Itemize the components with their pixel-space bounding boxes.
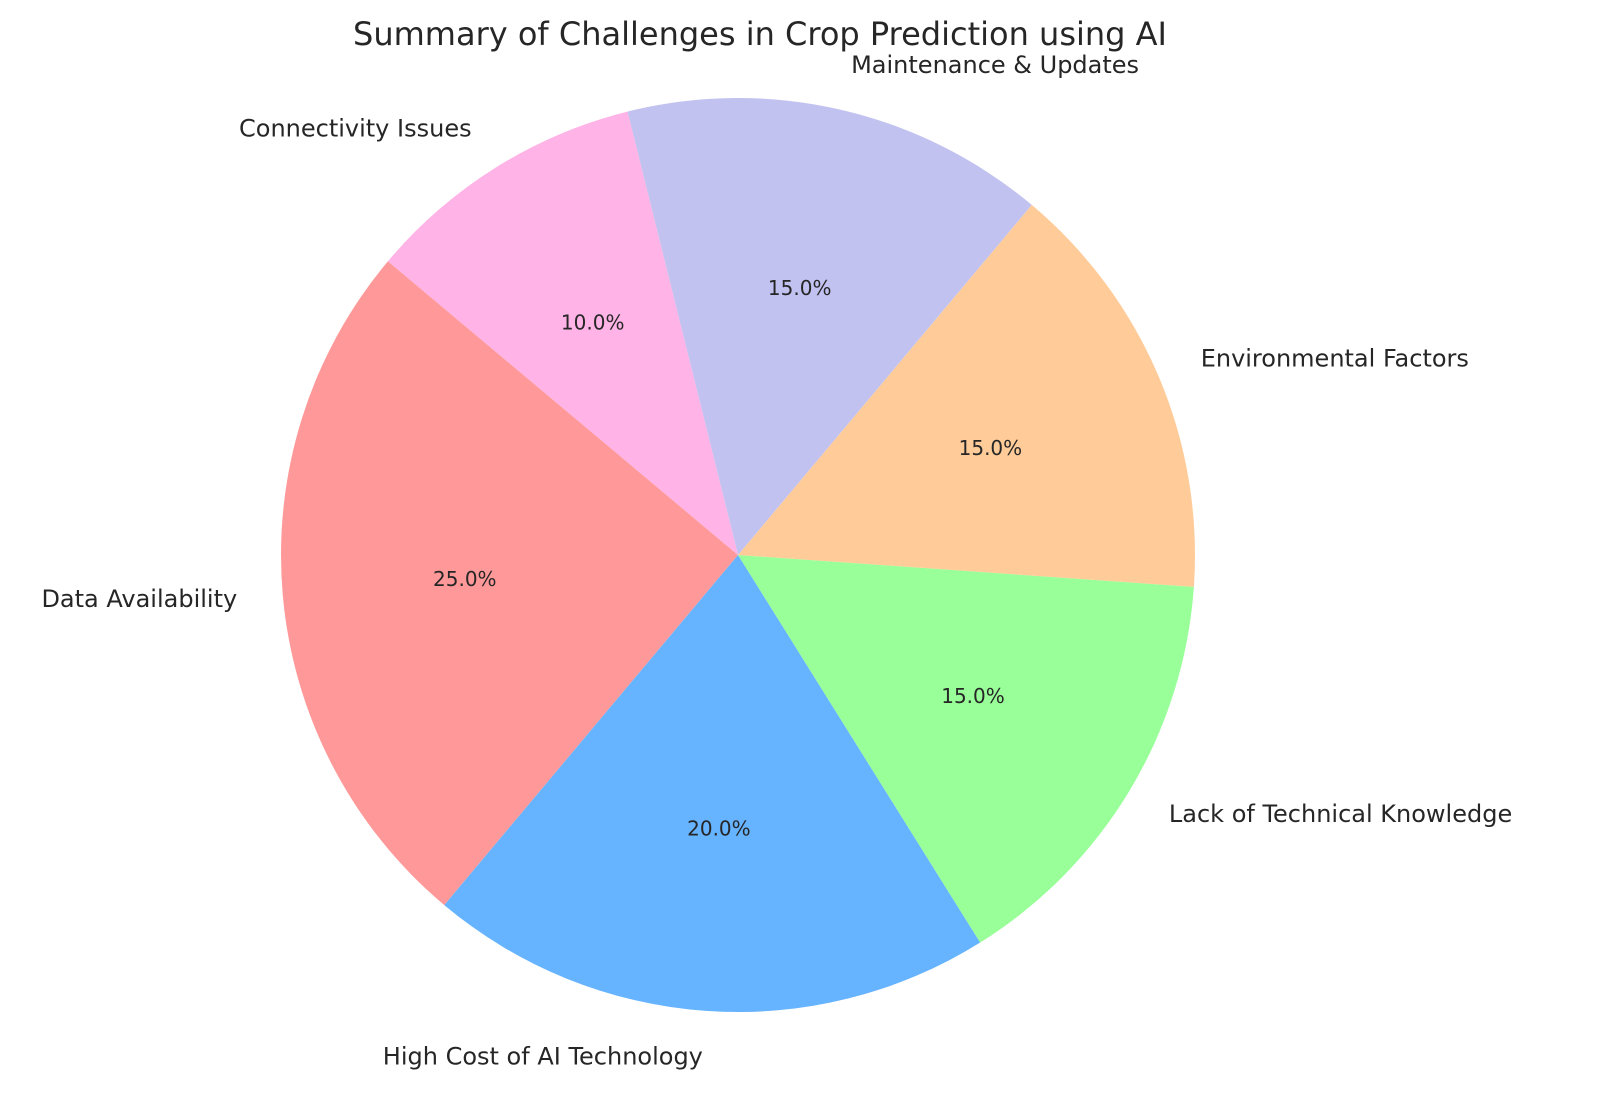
slice-percent-label: 25.0%	[433, 567, 497, 591]
slice-percent-label: 10.0%	[561, 311, 625, 335]
slice-category-label: Environmental Factors	[1201, 345, 1469, 373]
pie-slice	[281, 261, 738, 906]
slice-category-label: Connectivity Issues	[239, 115, 472, 143]
slice-category-label: Lack of Technical Knowledge	[1169, 800, 1512, 828]
pie-slice	[387, 111, 738, 555]
slice-category-label: High Cost of AI Technology	[383, 1043, 703, 1071]
slice-percent-label: 20.0%	[687, 817, 751, 841]
slices-layer	[281, 97, 1196, 1012]
chart-title: Summary of Challenges in Crop Prediction…	[353, 15, 1167, 53]
pie-slice	[738, 555, 1194, 943]
pie-slice	[627, 97, 1032, 555]
labels-layer: 25.0% Data Availability 20.0% High Cost of …	[41, 51, 1512, 1070]
slice-percent-label: 15.0%	[959, 436, 1023, 460]
pie-slice	[444, 555, 981, 1012]
slice-percent-label: 15.0%	[768, 276, 832, 300]
pie-slice	[738, 204, 1196, 587]
slice-category-label: Maintenance & Updates	[851, 51, 1139, 79]
slice-category-label: Data Availability	[41, 585, 237, 613]
slice-percent-label: 15.0%	[941, 684, 1005, 708]
